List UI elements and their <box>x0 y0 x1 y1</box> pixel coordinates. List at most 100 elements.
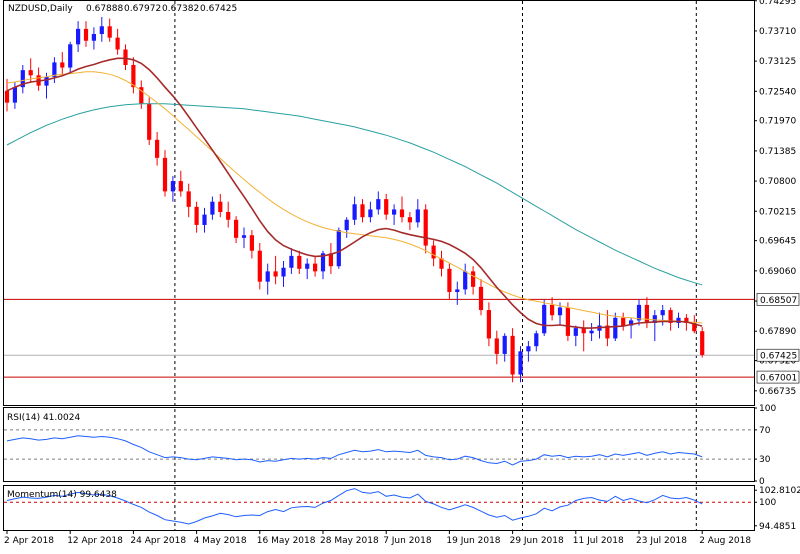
candle-body-44 <box>352 204 357 220</box>
date-tick-label-8: 29 Jun 2018 <box>510 536 564 546</box>
candle-body-7 <box>60 62 65 68</box>
horizontal-levels <box>4 298 754 378</box>
date-tick-label-6: 7 Jun 2018 <box>383 536 432 546</box>
candle-body-43 <box>344 219 349 231</box>
rsi-tick-label-1: 70 <box>759 426 771 436</box>
date-tick-label-4: 16 May 2018 <box>257 536 316 546</box>
momentum-line <box>6 488 703 525</box>
ma-mid-line <box>6 71 703 324</box>
level-tag-0-box <box>756 293 800 306</box>
rsi-tick-label-2: 30 <box>759 455 771 465</box>
candle-body-9 <box>76 28 81 45</box>
candle-body-86 <box>684 317 689 323</box>
candle-body-26 <box>210 201 215 215</box>
price-tick-label-4: 0.71970 <box>759 117 796 127</box>
candle-body-30 <box>241 235 247 238</box>
candle-body-49 <box>392 209 397 215</box>
candle-body-71 <box>565 307 570 336</box>
vertical-separator-lines <box>174 1 697 530</box>
candle-body-84 <box>668 310 673 323</box>
date-tick-label-5: 28 May 2018 <box>320 536 379 546</box>
price-tick-label-11: 0.67890 <box>759 327 796 337</box>
candle-body-18 <box>147 103 152 140</box>
low-value: 0.67382 <box>162 4 199 14</box>
candle-body-36 <box>289 255 294 268</box>
price-tick-label-12: 0.67320 <box>759 357 796 367</box>
candle-body-45 <box>360 204 365 218</box>
candle-body-35 <box>281 267 286 277</box>
rsi-panel <box>4 429 754 466</box>
candle-body-14 <box>115 37 120 50</box>
rsi-line <box>6 435 703 466</box>
candle-body-47 <box>376 199 381 210</box>
candle-body-12 <box>99 26 104 35</box>
candle-body-20 <box>162 157 168 192</box>
price-tick-label-13: 0.66735 <box>759 387 796 397</box>
candle-body-55 <box>439 258 444 269</box>
price-tick-label-7: 0.70215 <box>759 207 796 217</box>
ma-short-line <box>6 57 703 329</box>
candle-body-38 <box>305 263 310 269</box>
candle-body-79 <box>629 320 634 326</box>
candle-body-3 <box>28 70 33 76</box>
ma-long-line <box>6 103 703 286</box>
candle-body-5 <box>44 76 49 86</box>
candle-body-67 <box>534 333 539 347</box>
date-tick-label-3: 4 May 2018 <box>194 536 247 546</box>
candle-body-32 <box>257 250 262 282</box>
momentum-label: Momentum(14) 99.6438 <box>7 490 117 500</box>
candle-body-62 <box>494 338 499 354</box>
candle-body-19 <box>155 139 160 158</box>
candle-body-64 <box>510 335 515 375</box>
candle-body-13 <box>107 26 112 38</box>
open-value: 0.67888 <box>86 4 123 14</box>
candle-body-80 <box>636 304 642 321</box>
price-tick-label-8: 0.69645 <box>759 237 796 247</box>
candle-body-87 <box>692 322 697 332</box>
candle-body-41 <box>328 253 333 267</box>
date-tick-label-11: 2 Aug 2018 <box>699 536 751 546</box>
candle-body-60 <box>478 286 484 311</box>
candle-body-70 <box>557 307 563 316</box>
candle-body-66 <box>526 346 531 352</box>
candle-body-48 <box>384 199 389 215</box>
high-value: 0.67972 <box>124 4 161 14</box>
candle-body-58 <box>463 271 468 290</box>
momentum-panel <box>4 488 754 525</box>
momentum-tick-label-0: 102.8102 <box>759 486 800 496</box>
candle-body-33 <box>265 271 270 282</box>
symbol-label: NZDUSD,Daily <box>8 4 73 14</box>
candle-body-81 <box>644 304 649 323</box>
candle-body-1 <box>12 87 17 103</box>
price-tick-label-3: 0.72540 <box>759 87 796 97</box>
price-tags: 0.68507 0.67001 0.67425 <box>756 293 800 384</box>
chart-header: NZDUSD,Daily 0.67888 0.67972 0.67382 0.6… <box>8 4 237 14</box>
price-tick-label-6: 0.70800 <box>759 177 796 187</box>
candle-body-25 <box>202 214 207 225</box>
candle-body-54 <box>431 245 436 259</box>
date-tick-label-9: 11 Jul 2018 <box>573 536 624 546</box>
candle-body-29 <box>234 219 239 238</box>
candle-body-56 <box>447 268 452 293</box>
candle-body-74 <box>589 330 594 334</box>
candle-body-8 <box>68 44 73 68</box>
date-tick-label-0: 2 Apr 2018 <box>4 536 54 546</box>
price-axis: 0.74295 0.73710 0.73125 0.72540 0.71970 0.713… <box>754 0 796 397</box>
candle-body-39 <box>313 263 318 272</box>
candle-body-40 <box>320 253 326 272</box>
candle-body-17 <box>139 87 144 104</box>
momentum-tick-label-2: 94.4851 <box>759 522 796 532</box>
candle-body-57 <box>455 289 460 293</box>
candle-body-0 <box>4 90 10 103</box>
candle-body-53 <box>423 209 428 246</box>
momentum-panel-frame <box>3 485 755 531</box>
candle-body-2 <box>20 70 25 88</box>
candle-body-59 <box>471 271 476 287</box>
candle-body-34 <box>273 271 278 277</box>
date-tick-label-2: 24 Apr 2018 <box>130 536 186 546</box>
level-tag-0-label: 0.68507 <box>760 296 797 306</box>
candle-body-24 <box>194 206 199 225</box>
momentum-tick-label-1: 100 <box>759 498 776 508</box>
